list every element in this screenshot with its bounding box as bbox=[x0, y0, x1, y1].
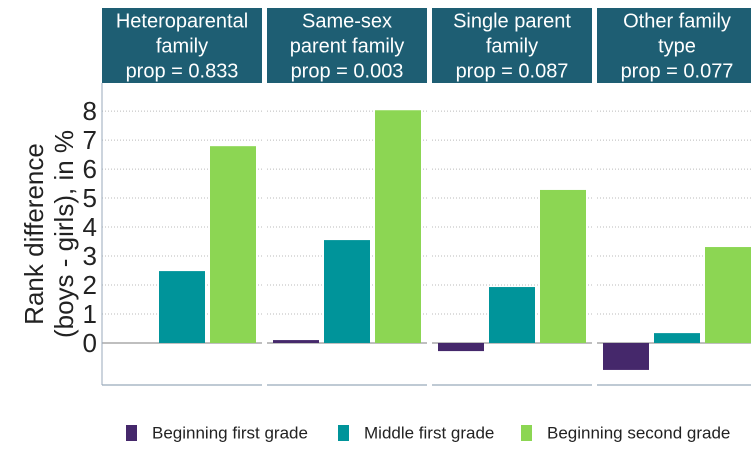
facet-header bbox=[432, 8, 592, 83]
y-tick-label: 0 bbox=[83, 328, 97, 358]
y-axis-title: Rank difference bbox=[19, 143, 49, 325]
facet-header bbox=[267, 8, 427, 83]
bar bbox=[603, 342, 649, 370]
facet-label: type bbox=[658, 35, 696, 57]
bar bbox=[438, 342, 484, 352]
facet-label: Single parent bbox=[453, 10, 571, 32]
y-tick-label: 7 bbox=[83, 125, 97, 155]
facet-label: prop = 0.087 bbox=[456, 60, 569, 82]
bar bbox=[375, 110, 421, 343]
facet-label: Same-sex bbox=[302, 10, 392, 32]
legend-swatch bbox=[338, 425, 349, 441]
legend-swatch bbox=[126, 425, 137, 441]
facet-label: Other family bbox=[623, 10, 731, 32]
facet-label: parent family bbox=[290, 35, 405, 57]
bar bbox=[210, 146, 256, 343]
bar bbox=[273, 340, 319, 343]
y-tick-label: 8 bbox=[83, 96, 97, 126]
legend-label: Beginning second grade bbox=[547, 423, 730, 442]
legend-label: Middle first grade bbox=[364, 423, 494, 442]
legend-label: Beginning first grade bbox=[152, 423, 308, 442]
facet-header bbox=[102, 8, 262, 83]
y-tick-label: 6 bbox=[83, 154, 97, 184]
facet-label: family bbox=[486, 35, 538, 57]
facet-label: prop = 0.077 bbox=[621, 60, 734, 82]
facet-label: prop = 0.003 bbox=[291, 60, 404, 82]
bar bbox=[654, 333, 700, 343]
bar bbox=[489, 287, 535, 343]
facet-label: Heteroparental bbox=[116, 10, 248, 32]
facet-header bbox=[597, 8, 751, 83]
facet-label: family bbox=[156, 35, 208, 57]
y-axis-title: (boys - girls), in % bbox=[49, 130, 79, 338]
facet-label: prop = 0.833 bbox=[126, 60, 239, 82]
legend-swatch bbox=[521, 425, 532, 441]
y-tick-label: 4 bbox=[83, 212, 97, 242]
bar bbox=[540, 189, 586, 343]
y-tick-label: 3 bbox=[83, 241, 97, 271]
y-tick-label: 2 bbox=[83, 270, 97, 300]
y-tick-label: 5 bbox=[83, 183, 97, 213]
y-tick-label: 1 bbox=[83, 299, 97, 329]
bar bbox=[324, 240, 370, 343]
bar bbox=[705, 247, 751, 343]
bar bbox=[159, 271, 205, 343]
